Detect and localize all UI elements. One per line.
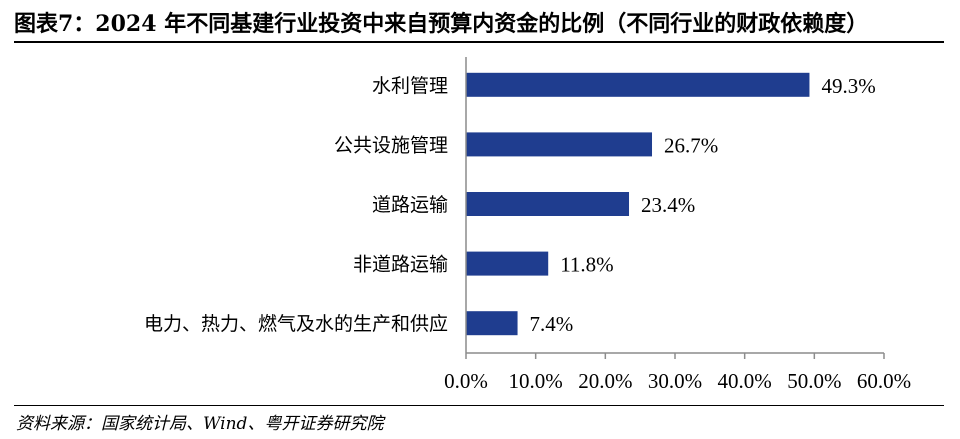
- x-axis: 0.0% 10.0% 20.0% 30.0% 40.0% 50.0% 60.0%: [444, 57, 911, 393]
- chart-title: 图表7：2024 年不同基建行业投资中来自预算内资金的比例（不同行业的财政依赖度…: [14, 11, 869, 37]
- category-label: 水利管理: [372, 75, 448, 97]
- bar: [466, 251, 549, 276]
- x-tick-label: 0.0%: [444, 369, 488, 393]
- data-label: 26.7%: [664, 133, 718, 157]
- category-label: 非道路运输: [353, 254, 448, 276]
- bar: [466, 311, 518, 336]
- x-tick-label: 40.0%: [718, 369, 772, 393]
- data-label: 7.4%: [530, 312, 574, 336]
- category-label: 电力、热力、燃气及水的生产和供应: [144, 313, 448, 335]
- source-note: 资料来源：国家统计局、Wind、粤开证券研究院: [16, 414, 384, 434]
- x-tick-label: 20.0%: [578, 369, 632, 393]
- x-tick-label: 60.0%: [857, 369, 911, 393]
- bar: [466, 132, 653, 157]
- x-tick-label: 10.0%: [509, 369, 563, 393]
- bar: [466, 72, 810, 97]
- bar: [466, 192, 630, 216]
- x-tick-label: 30.0%: [648, 369, 702, 393]
- source-rule: [14, 405, 944, 406]
- x-tick-label: 50.0%: [787, 369, 841, 393]
- data-label: 23.4%: [641, 193, 695, 217]
- data-label: 49.3%: [821, 74, 875, 98]
- bars-layer: 水利管理 49.3% 公共设施管理 26.7% 道路运输 23.4% 非道路运输 11.8% 电…: [144, 72, 876, 336]
- category-label: 道路运输: [372, 194, 448, 216]
- data-label: 11.8%: [560, 253, 613, 277]
- title-rule: [14, 41, 944, 43]
- category-label: 公共设施管理: [334, 134, 448, 156]
